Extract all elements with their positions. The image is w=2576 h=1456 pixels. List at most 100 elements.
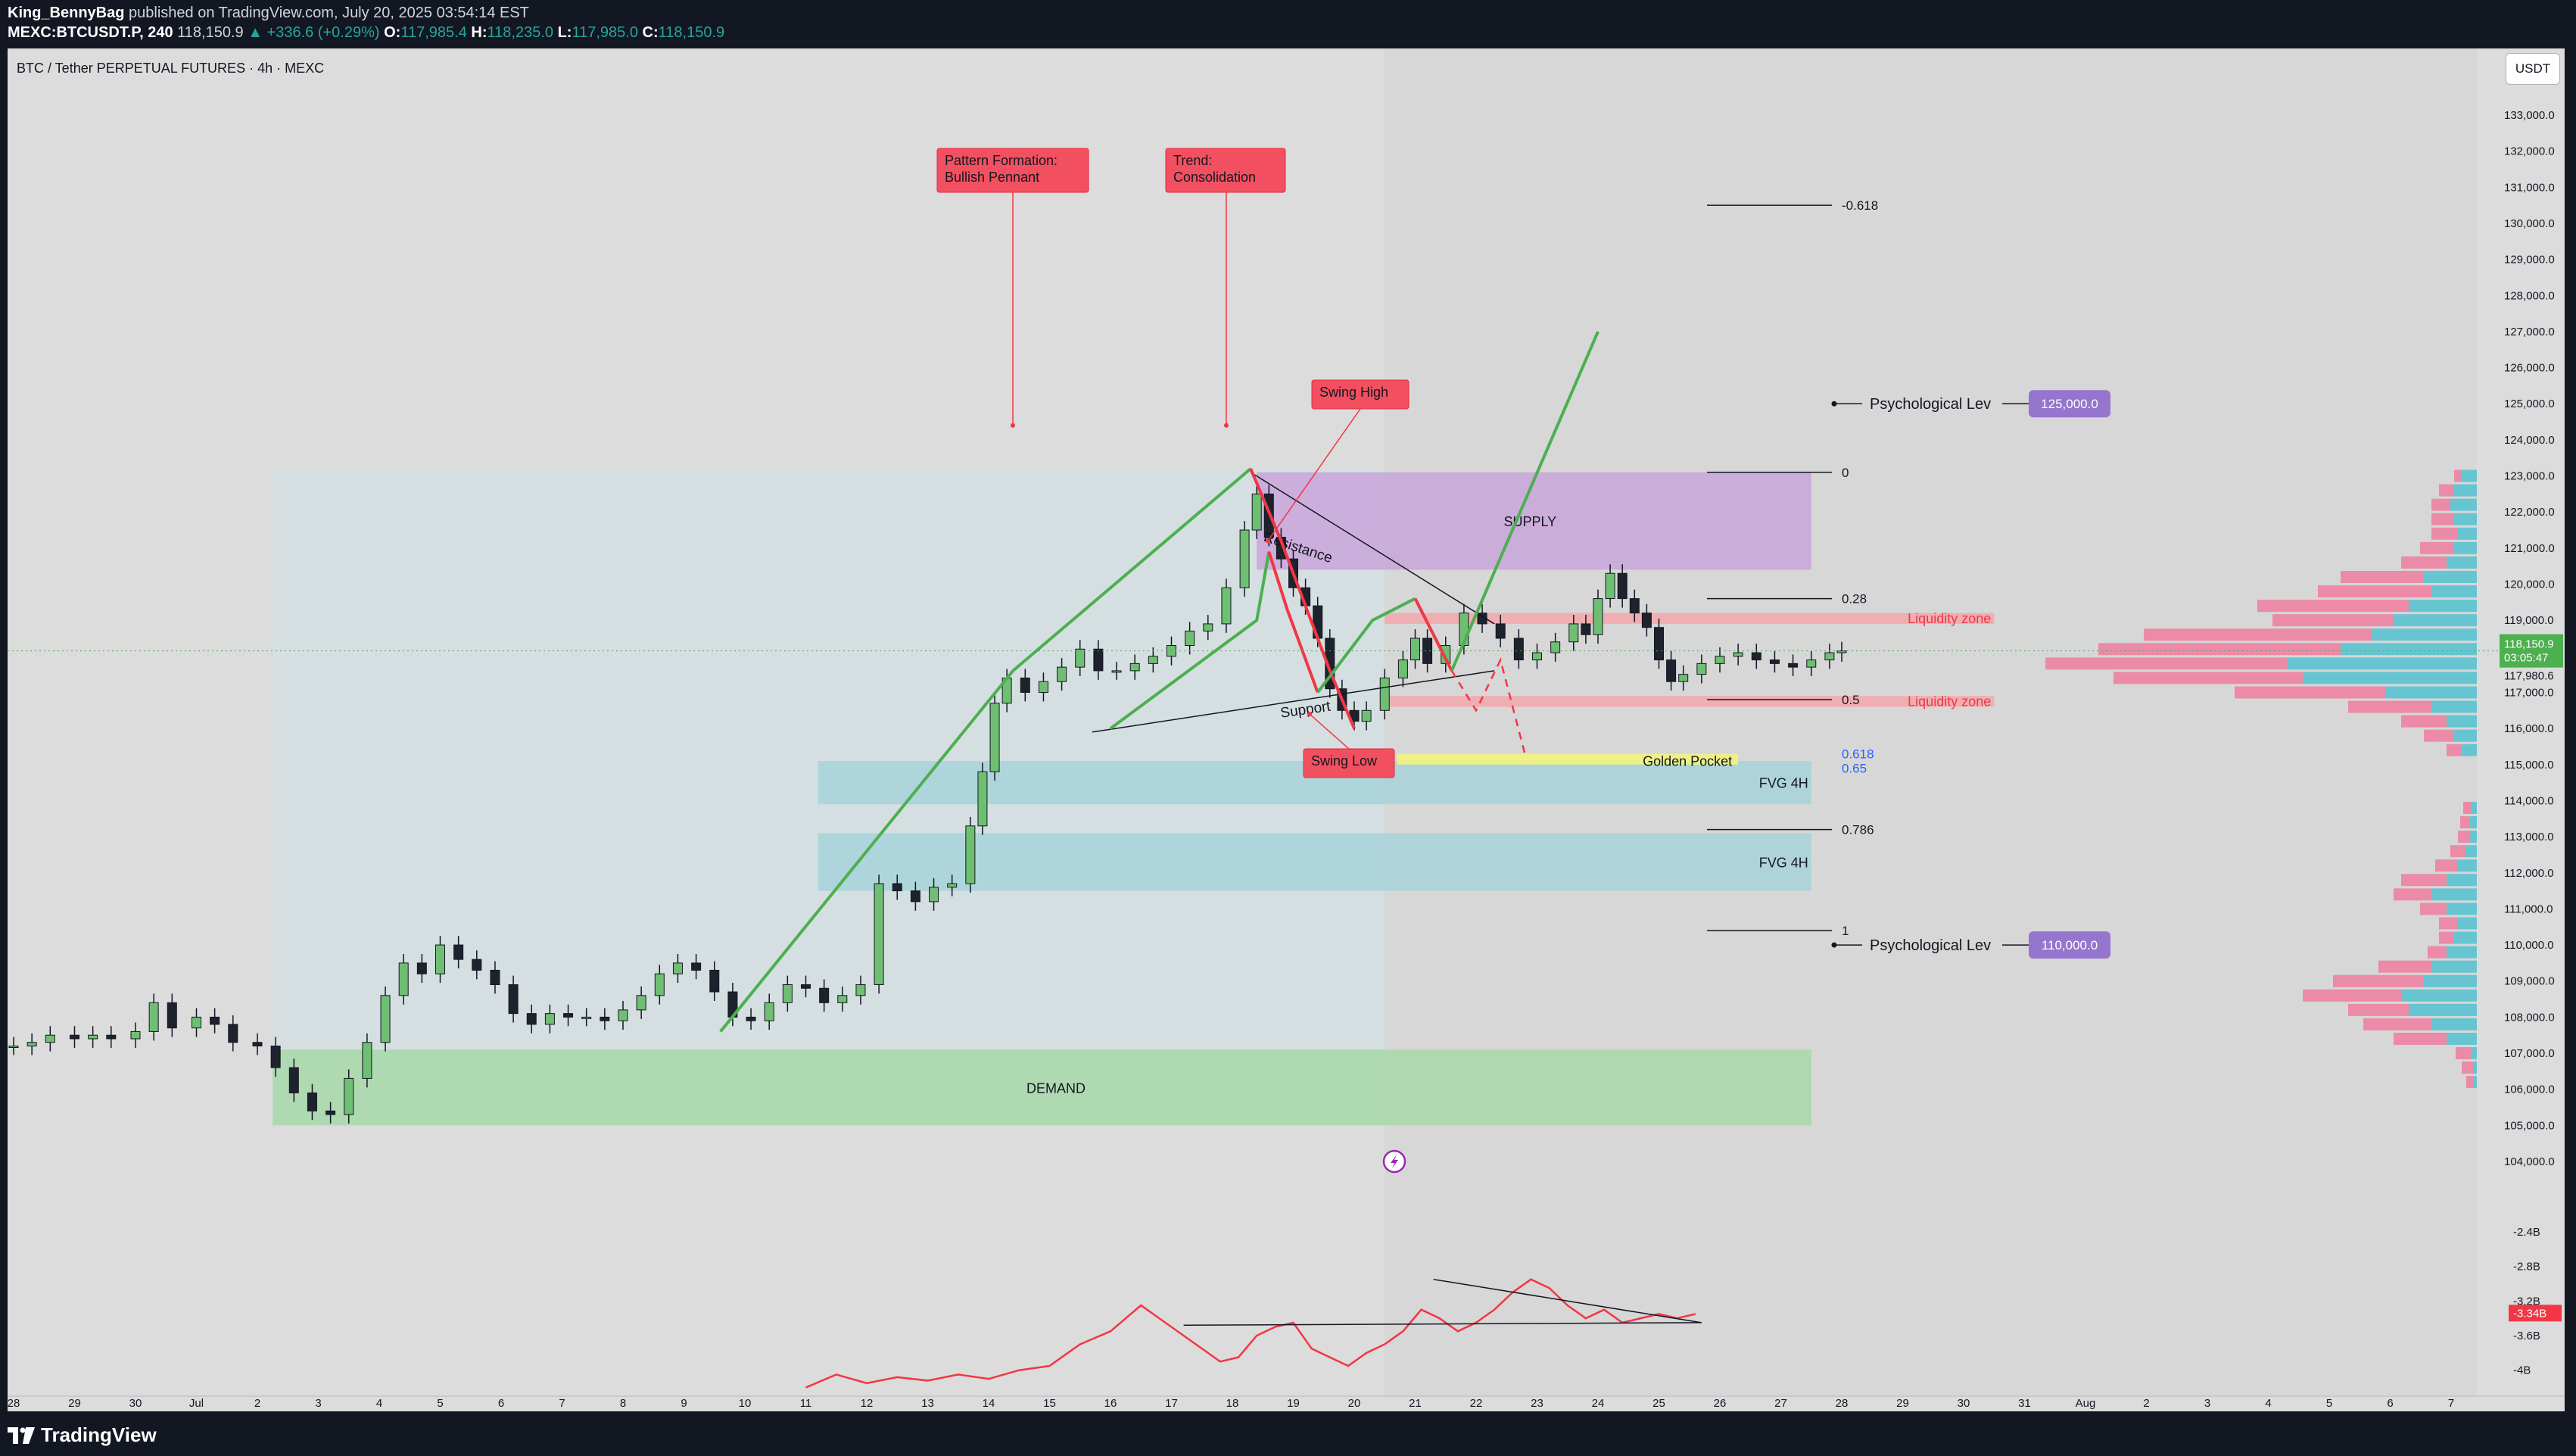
currency-button[interactable]: USDT — [2506, 53, 2560, 85]
candle-body — [1057, 666, 1067, 682]
volume-profile-bar — [2439, 484, 2454, 497]
tradingview-logo-icon — [8, 1426, 35, 1444]
bear-move-line — [1413, 597, 1453, 672]
candle-body — [600, 1016, 610, 1021]
volume-profile-bar — [2471, 801, 2477, 814]
candle-body — [106, 1034, 117, 1040]
time-axis-tick: 2 — [254, 1397, 260, 1410]
callout-pointer — [1309, 713, 1350, 750]
candle-body — [746, 1016, 756, 1021]
time-axis-tick: 9 — [681, 1397, 687, 1410]
candle-body — [1593, 598, 1603, 635]
candle-body — [636, 995, 646, 1011]
price-axis-tick: 128,000.0 — [2504, 289, 2555, 302]
callout-pointer — [1267, 408, 1361, 541]
candle-body — [1148, 656, 1158, 664]
candle-body — [435, 944, 445, 974]
volume-profile-bar — [2450, 845, 2465, 858]
time-axis-tick: 23 — [1531, 1397, 1543, 1410]
candle-body — [252, 1042, 263, 1047]
indicator-axis-tick: -3.2B — [2513, 1295, 2540, 1308]
psych-level-label: Psychological Lev — [1870, 937, 1991, 954]
time-axis-tick: 21 — [1409, 1397, 1422, 1410]
volume-profile-bar — [2462, 744, 2477, 756]
candle-body — [508, 984, 519, 1015]
zone-fvg-4h — [818, 833, 1811, 891]
volume-profile-bar — [2431, 498, 2450, 511]
candle-body — [1629, 598, 1640, 614]
volume-profile-bar — [2469, 816, 2477, 829]
publisher-name[interactable]: King_BennyBag — [8, 5, 125, 21]
volume-profile-bar — [2235, 686, 2386, 699]
candle-body — [1788, 663, 1799, 668]
candle-body — [819, 987, 830, 1003]
callout-box — [1303, 748, 1395, 778]
candle-body — [563, 1013, 574, 1018]
candle-body — [618, 1009, 628, 1021]
candle-body — [989, 703, 1000, 772]
volume-profile-bar — [2460, 816, 2469, 829]
candle-body — [1203, 623, 1213, 631]
candle-body — [1038, 681, 1048, 693]
volume-profile-bar — [2420, 541, 2454, 554]
callout-text: Consolidation — [1173, 170, 1256, 185]
time-axis-tick: 13 — [921, 1397, 934, 1410]
candle-body — [1532, 652, 1542, 661]
time-axis-tick: 5 — [2326, 1397, 2332, 1410]
price-axis-tick: 110,000.0 — [2504, 939, 2554, 952]
volume-profile-bar — [2401, 874, 2447, 887]
candle-body — [764, 1002, 774, 1021]
time-axis-tick: 12 — [861, 1397, 874, 1410]
indicator-resistance-line — [1433, 1278, 1702, 1323]
fib-label: 0.5 — [1842, 693, 1860, 707]
indicator-support-line — [1183, 1322, 1702, 1327]
candle-body — [416, 962, 427, 974]
time-axis-tick: 6 — [498, 1397, 504, 1410]
candle-body — [929, 887, 939, 903]
candle-body — [26, 1042, 37, 1047]
volume-profile-bar — [2303, 989, 2401, 1002]
volume-profile-bar — [2424, 729, 2454, 742]
time-axis-tick: 15 — [1043, 1397, 1056, 1410]
time-axis-tick: 10 — [739, 1397, 752, 1410]
volume-profile-bar — [2409, 1003, 2477, 1016]
zone-label: Golden Pocket — [1643, 754, 1732, 769]
open-label: O: — [384, 24, 401, 41]
fib-label: -0.618 — [1842, 198, 1878, 213]
chart-panel[interactable]: SUPPLY DEMAND FVG 4H FVG 4H Liquidity zone Li… — [8, 48, 2565, 1411]
indicator-value-label: -3.34B — [2513, 1307, 2546, 1320]
low-value: 117,985.0 — [572, 24, 638, 41]
price-axis-tick: 122,000.0 — [2504, 506, 2555, 519]
candle-body — [1441, 645, 1451, 664]
price-axis-tick: 109,000.0 — [2504, 975, 2555, 988]
volume-profile-bar — [2466, 1076, 2474, 1089]
volume-profile-bar — [2462, 469, 2477, 482]
time-axis-tick: 16 — [1104, 1397, 1117, 1410]
candle-body — [977, 771, 988, 827]
open-value: 117,985.4 — [400, 24, 467, 41]
callout-anchor-dot — [1224, 422, 1229, 428]
candle-body — [288, 1067, 299, 1093]
indicator-axis-tick: -2.8B — [2513, 1261, 2540, 1274]
candle-body — [801, 984, 811, 989]
fib-label: 0.618 — [1842, 747, 1874, 761]
volume-profile-bar — [2454, 541, 2477, 554]
tradingview-logo[interactable]: TradingView — [8, 1423, 157, 1447]
candle-body — [910, 890, 920, 903]
volume-profile-bar — [2424, 570, 2477, 583]
volume-profile-bar — [2348, 700, 2431, 713]
projected-move-line — [1450, 656, 1526, 754]
price-axis-tick: 114,000.0 — [2504, 794, 2554, 807]
candle-body — [1806, 659, 1817, 668]
candle-body — [1751, 652, 1761, 661]
candle-body — [1769, 659, 1780, 664]
candle-body — [192, 1016, 201, 1029]
prev-close-label: 117,980.6 — [2504, 670, 2554, 683]
callout-text: Trend: — [1173, 153, 1212, 168]
candle-body — [544, 1013, 555, 1025]
volume-profile-bar — [2409, 600, 2477, 613]
volume-profile-bar — [2401, 556, 2447, 569]
price-axis-tick: 112,000.0 — [2504, 867, 2554, 880]
price-axis-tick: 104,000.0 — [2504, 1155, 2555, 1168]
price-chart[interactable]: SUPPLY DEMAND FVG 4H FVG 4H Liquidity zone Li… — [8, 48, 2565, 1411]
